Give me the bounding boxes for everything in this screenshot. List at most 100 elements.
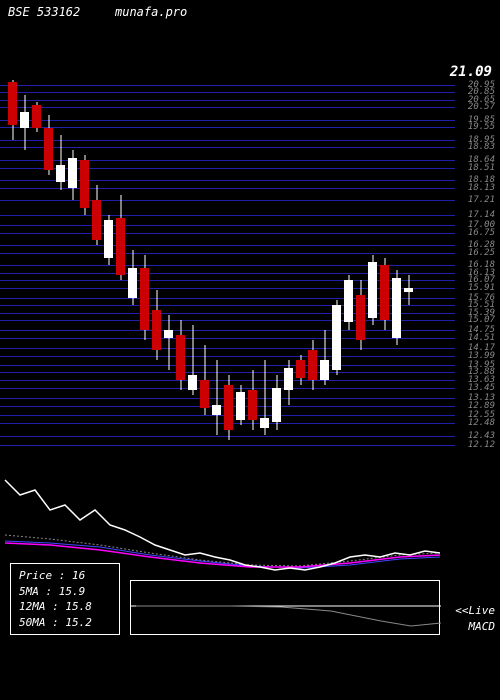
candle-body [236, 392, 245, 420]
y-axis-label: 16.25 [468, 248, 495, 258]
candle [260, 20, 269, 460]
candle [212, 20, 221, 460]
candle [140, 20, 149, 460]
candle-body [356, 295, 365, 340]
y-axis-label: 19.55 [468, 122, 495, 132]
candle-body [68, 158, 77, 188]
candle-body [116, 218, 125, 275]
candle [152, 20, 161, 460]
candle [32, 20, 41, 460]
y-axis-label: 16.75 [468, 228, 495, 238]
candle-body [188, 375, 197, 390]
candle [404, 20, 413, 460]
candle [272, 20, 281, 460]
candle [116, 20, 125, 460]
candle [80, 20, 89, 460]
candle-body [296, 360, 305, 378]
candle [248, 20, 257, 460]
dotted-ma-line [5, 535, 440, 566]
candle-body [200, 380, 209, 408]
candle-body [260, 418, 269, 428]
y-axis-label: 15.91 [468, 283, 495, 293]
candle-body [32, 105, 41, 128]
candle [92, 20, 101, 460]
y-axis-label: 13.45 [468, 383, 495, 393]
candle-body [140, 268, 149, 330]
ma5-value: 5MA : 15.9 [19, 584, 111, 599]
candle-body [284, 368, 293, 390]
macd-text-label: MACD [469, 620, 496, 633]
price-value: Price : 16 [19, 568, 111, 583]
candle [380, 20, 389, 460]
candle-wick [168, 315, 169, 370]
macd-histogram-box [130, 580, 440, 635]
candle [20, 20, 29, 460]
y-axis-label: 18.13 [468, 183, 495, 193]
candle-body [308, 350, 317, 380]
candle [344, 20, 353, 460]
candle [296, 20, 305, 460]
candle-body [380, 265, 389, 320]
candle-body [92, 200, 101, 240]
candle [332, 20, 341, 460]
candle-body [248, 390, 257, 420]
candle [392, 20, 401, 460]
y-axis-label: 14.51 [468, 333, 495, 343]
candle-body [344, 280, 353, 322]
candle-body [212, 405, 221, 415]
main-candlestick-chart: 20.9520.8520.6520.5719.8519.5518.9518.83… [0, 20, 500, 460]
macd-histogram-curve [136, 606, 441, 626]
candle-body [272, 388, 281, 422]
macd-hist-svg [131, 581, 441, 636]
candle-body [176, 335, 185, 380]
candle-body [164, 330, 173, 338]
candle [236, 20, 245, 460]
candle [68, 20, 77, 460]
candle-body [8, 82, 17, 125]
ma50-value: 50MA : 15.2 [19, 615, 111, 630]
candle [188, 20, 197, 460]
candle [368, 20, 377, 460]
price-ma-line [5, 480, 440, 570]
candle-body [392, 278, 401, 338]
candle [128, 20, 137, 460]
y-axis-label: 12.12 [468, 440, 495, 450]
candle [320, 20, 329, 460]
candle [104, 20, 113, 460]
candle [44, 20, 53, 460]
candle-body [44, 128, 53, 170]
candle-body [224, 385, 233, 430]
candle-body [56, 165, 65, 182]
candle [8, 20, 17, 460]
candle-body [152, 310, 161, 350]
candle-body [404, 288, 413, 292]
candle [284, 20, 293, 460]
candle-wick [216, 360, 217, 435]
candle [308, 20, 317, 460]
y-axis-label: 17.21 [468, 195, 495, 205]
candle [164, 20, 173, 460]
candle [356, 20, 365, 460]
y-axis-label: 20.57 [468, 102, 495, 112]
candle [56, 20, 65, 460]
candle-body [80, 160, 89, 208]
macd-indicator-chart: Price : 16 5MA : 15.9 12MA : 15.8 50MA :… [0, 475, 500, 635]
candle [224, 20, 233, 460]
candle-body [128, 268, 137, 298]
watermark: munafa.pro [115, 5, 187, 19]
y-axis-label: 18.83 [468, 142, 495, 152]
y-axis-label: 15.07 [468, 315, 495, 325]
price-info-box: Price : 16 5MA : 15.9 12MA : 15.8 50MA :… [10, 563, 120, 635]
candle-body [332, 305, 341, 370]
candle [200, 20, 209, 460]
y-axis-label: 17.14 [468, 210, 495, 220]
candle-body [320, 360, 329, 380]
candle-body [368, 262, 377, 318]
highlight-price-label: 21.09 [450, 64, 492, 80]
y-axis-label: 12.48 [468, 418, 495, 428]
candle-body [20, 112, 29, 128]
ma12-value: 12MA : 15.8 [19, 599, 111, 614]
candle [176, 20, 185, 460]
live-label: <<Live [455, 604, 495, 617]
candle-body [104, 220, 113, 258]
